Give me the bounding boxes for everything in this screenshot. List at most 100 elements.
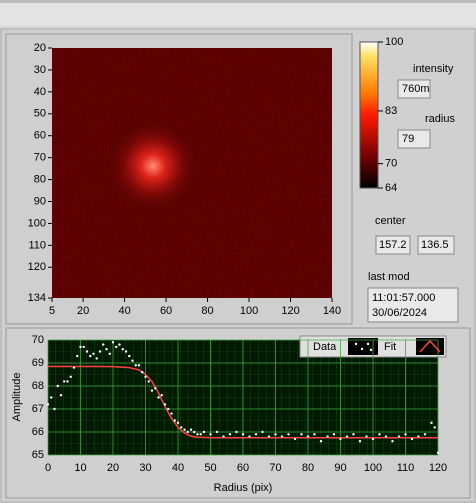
x-tick-label: 0 <box>45 462 51 474</box>
legend-data-dot <box>369 348 373 352</box>
y-tick-label: 40 <box>34 86 46 98</box>
data-point <box>313 433 316 436</box>
legend-data-dot <box>366 342 370 346</box>
data-point <box>118 343 121 346</box>
data-point <box>160 394 163 397</box>
legend-fit-line <box>419 339 441 353</box>
data-point <box>157 396 160 399</box>
data-point <box>287 433 290 436</box>
data-point <box>92 352 95 355</box>
legend-label: Fit <box>384 341 396 353</box>
intensity-box <box>397 79 431 99</box>
data-point <box>134 364 137 367</box>
y-tick-label: 69 <box>32 357 44 369</box>
data-point <box>131 359 134 362</box>
data-point <box>261 430 264 434</box>
data-point <box>280 435 284 438</box>
data-point <box>108 352 111 355</box>
data-point <box>82 345 85 349</box>
x-axis-label: Radius (pix) <box>214 482 273 494</box>
data-point <box>79 345 82 349</box>
toolbar <box>0 0 476 26</box>
data-point <box>254 433 258 436</box>
legend-fit-icon <box>416 338 444 355</box>
x-tick-label: 40 <box>172 462 184 474</box>
x-tick-label: 20 <box>107 462 119 474</box>
data-point <box>209 433 212 436</box>
image-spot <box>105 118 201 214</box>
y-tick-label: 65 <box>32 449 44 461</box>
x-tick-label: 80 <box>302 462 314 474</box>
data-point <box>170 412 173 415</box>
data-point <box>180 426 183 429</box>
data-point <box>50 396 53 399</box>
data-point <box>274 433 277 436</box>
y-tick-label: 50 <box>34 108 46 120</box>
x-tick-label: 50 <box>204 462 216 474</box>
data-point <box>222 435 225 438</box>
x-tick-label: 20 <box>77 305 89 317</box>
data-point <box>186 430 189 434</box>
data-point <box>365 435 368 438</box>
data-point <box>53 407 56 411</box>
radius-label: radius <box>425 113 455 125</box>
data-point <box>63 380 66 383</box>
last-mod-label: last mod <box>368 271 410 283</box>
x-tick-label: 90 <box>334 462 346 474</box>
y-tick-label: 134 <box>28 292 46 304</box>
data-point <box>124 350 128 353</box>
legend-data-dot <box>354 342 358 346</box>
data-point <box>59 394 63 397</box>
x-tick-label: 5 <box>49 305 55 317</box>
data-point <box>228 433 232 436</box>
data-point <box>332 433 336 436</box>
y-tick-label: 110 <box>28 239 46 251</box>
colorbar <box>359 41 379 189</box>
x-tick-label: 80 <box>201 305 213 317</box>
data-point <box>111 341 115 344</box>
data-point <box>183 428 186 431</box>
data-point <box>423 433 427 436</box>
data-point <box>241 433 245 436</box>
data-point <box>345 435 349 438</box>
data-point <box>66 380 69 383</box>
x-tick-label: 120 <box>281 305 299 317</box>
data-point <box>167 407 170 411</box>
data-point <box>193 430 196 434</box>
data-point <box>202 430 206 434</box>
center-label: center <box>375 215 406 227</box>
y-tick-label: 67 <box>32 403 44 415</box>
colorbar-tick-label: 100 <box>385 36 403 48</box>
last-mod-box <box>367 287 459 323</box>
x-tick-label: 110 <box>397 462 415 474</box>
x-tick-label: 70 <box>269 462 281 474</box>
data-point <box>46 403 50 406</box>
data-point <box>300 433 303 436</box>
data-point <box>76 354 79 358</box>
colorbar-tick-label: 83 <box>385 105 397 117</box>
data-point <box>378 433 381 436</box>
data-point <box>215 430 219 434</box>
x-tick-label: 100 <box>364 462 382 474</box>
data-point <box>306 435 310 438</box>
data-point <box>69 375 72 378</box>
data-point <box>176 421 180 424</box>
data-point <box>248 435 251 438</box>
x-tick-label: 100 <box>240 305 258 317</box>
x-tick-label: 10 <box>74 462 86 474</box>
data-point <box>358 440 362 443</box>
data-point <box>102 343 105 346</box>
legend-data-dot <box>360 347 364 351</box>
data-point <box>128 354 131 358</box>
data-point <box>72 366 76 369</box>
colorbar-tick-label: 64 <box>385 182 397 194</box>
y-tick-label: 68 <box>32 380 44 392</box>
y-tick-label: 120 <box>28 261 46 273</box>
data-point <box>141 371 144 374</box>
y-tick-label: 30 <box>34 64 46 76</box>
data-point <box>417 435 420 438</box>
data-point <box>98 350 102 353</box>
data-point <box>430 421 433 424</box>
x-tick-label: 30 <box>139 462 151 474</box>
